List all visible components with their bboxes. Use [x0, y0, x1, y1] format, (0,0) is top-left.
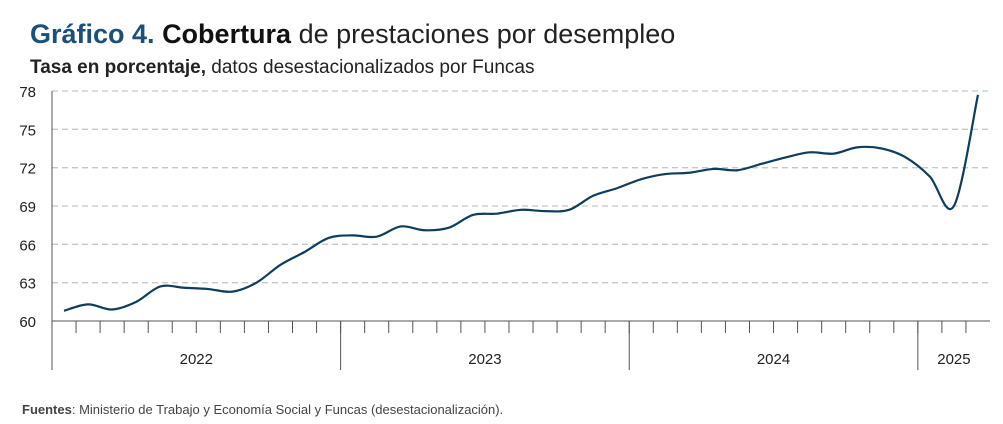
y-tick-label: 63 [19, 276, 36, 293]
source: Fuentes: Ministerio de Trabajo y Economí… [22, 402, 503, 417]
y-tick-label: 69 [19, 199, 36, 216]
chart-title: Gráfico 4. Cobertura de prestaciones por… [30, 19, 675, 49]
x-group-label: 2025 [937, 351, 970, 368]
y-tick-label: 60 [19, 314, 36, 331]
title-rest: de prestaciones por desempleo [299, 19, 676, 49]
series-line [63, 94, 980, 312]
title-number: Gráfico 4. [30, 19, 155, 49]
source-rest: : Ministerio de Trabajo y Economía Socia… [72, 402, 503, 417]
title-bold: Cobertura [162, 19, 292, 49]
y-tick-label: 75 [19, 122, 36, 139]
x-group-label: 2023 [468, 351, 501, 368]
source-bold: Fuentes [22, 402, 72, 417]
subtitle-rest: datos desestacionalizados por Funcas [211, 57, 534, 78]
x-group-label: 2024 [757, 351, 790, 368]
x-group-label: 2022 [180, 351, 213, 368]
subtitle-bold: Tasa en porcentaje, [30, 57, 206, 78]
y-tick-label: 78 [19, 84, 36, 101]
y-tick-label: 72 [19, 161, 36, 178]
y-tick-label: 66 [19, 237, 36, 254]
subtitle: Tasa en porcentaje, datos desestacionali… [30, 57, 534, 78]
